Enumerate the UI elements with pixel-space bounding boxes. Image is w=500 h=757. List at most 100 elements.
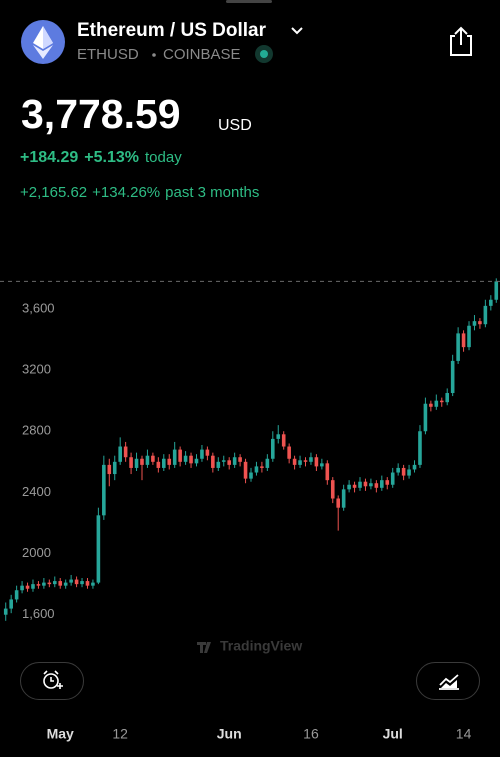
x-tick-label: 14 xyxy=(456,726,472,742)
candle-body xyxy=(183,455,188,462)
candle-body xyxy=(423,403,428,432)
candle-body xyxy=(129,457,133,468)
candle-body xyxy=(58,581,63,586)
candle-body xyxy=(347,484,351,490)
candle-body xyxy=(14,590,19,600)
candle-body xyxy=(189,455,193,464)
candle-body xyxy=(63,582,68,586)
candle-body xyxy=(36,584,41,586)
candle-body xyxy=(407,469,411,476)
candle-body xyxy=(303,460,308,462)
candle-body xyxy=(31,584,35,589)
candle-body xyxy=(102,464,106,516)
share-button[interactable] xyxy=(450,26,472,56)
candle-body xyxy=(314,457,319,467)
coin-icon xyxy=(21,20,65,64)
y-tick-label: 2800 xyxy=(22,423,51,438)
candle-body xyxy=(374,483,379,488)
candle-body xyxy=(390,472,395,485)
candle-body xyxy=(47,582,52,585)
watermark-text: TradingView xyxy=(220,638,302,654)
candle-body xyxy=(42,582,46,586)
candle-body xyxy=(69,579,73,583)
candle-body xyxy=(243,461,248,479)
y-tick-label: 3,600 xyxy=(22,300,55,315)
alert-button[interactable] xyxy=(20,662,84,700)
candle-body xyxy=(434,400,439,407)
change-today: +184.29 +5.13% today xyxy=(20,149,182,166)
candle-body xyxy=(254,466,259,473)
chart[interactable]: 1,600 2000 2400 2800 3200 3,600 May 12 Jun 16 Jul 1… xyxy=(0,278,500,742)
candle-body xyxy=(194,458,199,464)
candle-body xyxy=(91,582,95,586)
currency: USD xyxy=(218,117,252,134)
candle-body xyxy=(439,400,444,403)
candle-body xyxy=(396,467,400,473)
candle-body xyxy=(489,299,493,306)
candle-body xyxy=(25,585,30,589)
candle-body xyxy=(96,515,101,583)
candle-body xyxy=(418,431,422,465)
candle-body xyxy=(118,446,122,462)
candle-body xyxy=(20,585,24,591)
x-tick-label: 12 xyxy=(112,726,128,742)
candle-body xyxy=(200,449,204,459)
candle-body xyxy=(52,581,57,585)
candle-body xyxy=(140,458,144,465)
period-abs: +2,165.62 xyxy=(20,184,87,201)
candle-body xyxy=(232,457,237,465)
candle-body xyxy=(330,480,335,499)
separator xyxy=(152,53,156,57)
candle-body xyxy=(380,480,384,488)
candle-body xyxy=(467,325,471,348)
candle-body xyxy=(221,460,226,462)
period-label: past 3 months xyxy=(165,184,259,201)
candle-body xyxy=(205,449,210,456)
candle-body xyxy=(265,458,270,468)
candle-body xyxy=(352,484,357,488)
candle-body xyxy=(3,608,8,615)
symbol: ETHUSD xyxy=(77,46,139,63)
price: 3,778.59 xyxy=(21,91,181,137)
candle-body xyxy=(85,581,90,586)
candle-body xyxy=(412,464,417,470)
candle-body xyxy=(260,466,264,468)
title-chevron[interactable] xyxy=(291,27,303,35)
candle-body xyxy=(450,360,455,394)
candle-body xyxy=(401,467,406,476)
market-status-dot xyxy=(260,50,268,58)
candle-body xyxy=(369,483,373,487)
y-tick-label: 2400 xyxy=(22,484,51,499)
candle-body xyxy=(472,321,477,326)
candle-body xyxy=(156,461,161,468)
candle-body xyxy=(151,455,155,462)
today-label: today xyxy=(145,149,182,166)
candle-body xyxy=(123,446,128,458)
candle-body xyxy=(134,458,139,468)
candle-body xyxy=(271,438,275,459)
watermark: TradingView xyxy=(197,638,302,654)
candle-body xyxy=(287,446,291,459)
candle-body xyxy=(145,455,150,465)
candle-body xyxy=(276,434,281,439)
x-tick-label: 16 xyxy=(303,726,319,742)
candle-body xyxy=(80,581,84,585)
candle-body xyxy=(249,472,253,479)
candle-body xyxy=(216,461,221,468)
candle-body xyxy=(238,457,242,462)
symbol-title[interactable]: Ethereum / US Dollar xyxy=(77,20,267,41)
change-abs: +184.29 xyxy=(20,149,78,166)
drag-handle[interactable] xyxy=(226,0,272,3)
chart-type-button[interactable] xyxy=(416,662,480,700)
candle-body xyxy=(309,457,313,462)
candle-body xyxy=(227,460,231,465)
candle-body xyxy=(107,464,112,475)
x-tick-label: Jun xyxy=(217,726,242,742)
candle-body xyxy=(325,463,330,481)
candle-body xyxy=(429,403,433,407)
candle-body xyxy=(483,305,488,325)
candle-body xyxy=(292,458,297,465)
candle-body xyxy=(298,460,302,465)
